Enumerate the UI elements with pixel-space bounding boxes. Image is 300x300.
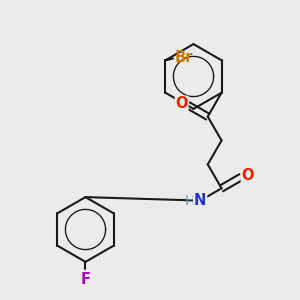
Text: N: N xyxy=(194,193,206,208)
Text: H: H xyxy=(184,194,195,208)
Text: O: O xyxy=(176,96,188,111)
Text: O: O xyxy=(242,168,254,183)
Text: F: F xyxy=(80,272,91,287)
Text: Br: Br xyxy=(175,50,194,65)
